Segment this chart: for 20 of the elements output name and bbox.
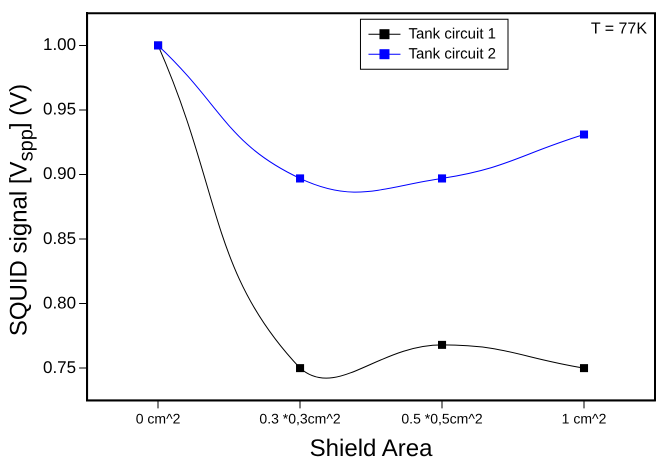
legend-label: Tank circuit 1 xyxy=(408,25,496,42)
x-tick-label: 0.3 *0,3cm^2 xyxy=(259,410,341,427)
annotation: T = 77K xyxy=(590,20,648,38)
point xyxy=(580,364,588,372)
point xyxy=(296,364,304,372)
point xyxy=(296,174,304,182)
y-tick-label: 1.00 xyxy=(42,35,76,54)
point xyxy=(580,130,588,139)
y-tick-label: 0.90 xyxy=(42,164,76,184)
legend-label: Tank circuit 2 xyxy=(408,45,496,62)
y-tick-label: 0.75 xyxy=(42,358,76,377)
y-tick-label: 0.85 xyxy=(42,228,76,248)
y-tick-label: 0.95 xyxy=(42,100,76,119)
x-tick-label: 1 cm^2 xyxy=(562,410,607,427)
x-tick-label: 0.5 *0,5cm^2 xyxy=(401,410,483,427)
y-tick-label: 0.80 xyxy=(42,293,76,312)
point xyxy=(438,340,446,349)
x-tick-label: 0 cm^2 xyxy=(136,410,181,427)
x-axis-title: Shield Area xyxy=(310,435,434,462)
point xyxy=(438,174,446,182)
